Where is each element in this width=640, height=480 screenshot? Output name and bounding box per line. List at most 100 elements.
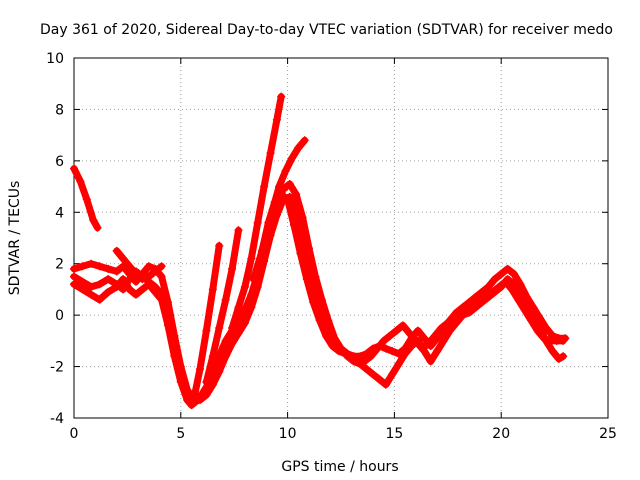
data-point xyxy=(356,352,365,361)
data-point xyxy=(484,293,493,302)
data-point xyxy=(262,231,271,240)
data-point xyxy=(420,334,429,343)
data-point xyxy=(439,336,448,345)
data-point xyxy=(89,216,98,224)
data-point xyxy=(330,336,339,345)
data-point xyxy=(522,293,531,302)
data-point xyxy=(196,365,205,374)
data-point xyxy=(542,336,551,345)
data-point xyxy=(208,380,217,389)
y-tick-label: -4 xyxy=(50,411,64,427)
data-point xyxy=(465,308,474,317)
data-point xyxy=(87,282,96,291)
data-point xyxy=(510,270,519,278)
data-point xyxy=(70,280,78,289)
y-tick-label: 6 xyxy=(55,154,64,170)
data-point xyxy=(157,272,166,281)
data-point xyxy=(300,136,309,145)
data-point xyxy=(379,336,388,345)
data-point xyxy=(104,288,113,296)
data-point xyxy=(413,326,422,335)
data-point xyxy=(234,329,243,338)
data-point xyxy=(477,288,486,296)
series-trace-6 xyxy=(189,241,224,404)
data-point xyxy=(458,303,467,312)
data-point xyxy=(426,342,435,350)
data-point xyxy=(112,267,121,276)
data-point xyxy=(93,223,102,232)
data-point xyxy=(87,290,96,299)
data-point xyxy=(554,354,563,363)
data-point xyxy=(381,344,390,353)
data-point xyxy=(119,254,128,263)
data-point xyxy=(266,149,275,158)
data-point xyxy=(215,241,224,250)
data-point xyxy=(304,264,313,273)
data-point xyxy=(561,334,570,343)
y-tick-label: 10 xyxy=(46,51,64,67)
data-point xyxy=(78,277,87,286)
data-point xyxy=(131,277,140,286)
data-point xyxy=(548,331,557,340)
data-point xyxy=(394,349,403,358)
data-point xyxy=(240,318,249,327)
data-point xyxy=(398,321,407,330)
data-point xyxy=(119,285,128,294)
data-point xyxy=(202,390,211,399)
data-point xyxy=(281,167,290,176)
data-point xyxy=(138,275,147,284)
data-point xyxy=(388,370,397,379)
data-point xyxy=(477,298,486,307)
data-point xyxy=(407,334,416,343)
data-point xyxy=(234,303,243,312)
data-point xyxy=(471,293,480,302)
grid xyxy=(74,58,608,418)
series-trace-5 xyxy=(112,246,166,284)
data-point xyxy=(439,324,448,332)
data-point xyxy=(228,264,237,273)
data-point xyxy=(249,275,258,284)
data-point xyxy=(279,195,288,204)
data-point xyxy=(70,264,78,273)
data-point xyxy=(324,326,333,335)
data-point xyxy=(221,336,230,345)
data-point xyxy=(78,285,87,294)
data-point xyxy=(548,347,557,356)
data-point xyxy=(260,182,269,191)
data-point xyxy=(433,347,442,356)
data-point xyxy=(151,282,160,291)
data-point xyxy=(104,264,113,273)
data-point xyxy=(426,357,435,366)
data-point xyxy=(202,378,211,386)
data-point xyxy=(343,349,352,358)
data-point xyxy=(503,264,512,273)
series-trace-4 xyxy=(70,192,570,404)
series-trace-9 xyxy=(249,136,309,284)
data-point xyxy=(112,280,121,289)
x-axis-label: GPS time / hours xyxy=(281,459,398,475)
data-point xyxy=(317,311,326,320)
series-trace xyxy=(202,226,242,386)
data-point xyxy=(375,375,384,384)
data-point xyxy=(163,298,172,307)
data-point xyxy=(420,347,429,356)
y-tick-label: 8 xyxy=(55,102,64,118)
series-trace xyxy=(113,247,166,283)
data-point xyxy=(285,180,294,188)
data-point xyxy=(490,288,499,296)
y-tick-label: 4 xyxy=(55,205,64,221)
x-tick-label: 25 xyxy=(599,426,617,442)
data-point xyxy=(277,92,286,101)
data-point xyxy=(228,339,237,348)
series-trace xyxy=(70,180,567,407)
series-trace xyxy=(70,193,569,404)
data-point xyxy=(151,267,160,276)
data-point xyxy=(497,282,506,291)
data-point xyxy=(452,308,461,317)
data-point xyxy=(228,324,237,332)
data-point xyxy=(394,360,403,368)
data-point xyxy=(76,177,85,186)
data-point xyxy=(221,295,230,304)
data-point xyxy=(311,290,320,299)
